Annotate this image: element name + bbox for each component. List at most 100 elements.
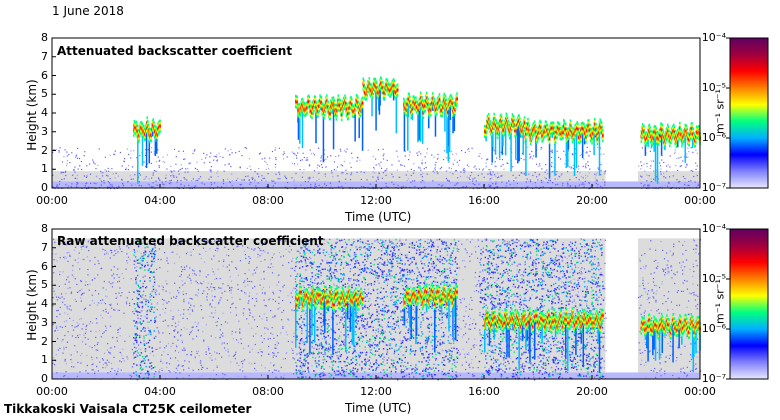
noise-pixel — [596, 179, 598, 181]
noise-pixel — [122, 184, 125, 187]
noise-pixel — [79, 334, 81, 336]
noise-pixel — [110, 283, 112, 285]
noise-pixel — [474, 165, 476, 167]
noise-pixel — [180, 183, 182, 185]
noise-pixel — [404, 155, 406, 157]
noise-pixel — [572, 184, 574, 187]
noise-pixel — [422, 172, 424, 174]
noise-pixel — [115, 297, 117, 300]
noise-pixel — [118, 185, 120, 187]
noise-pixel — [271, 272, 274, 274]
noise-pixel — [584, 180, 586, 182]
noise-pixel — [72, 174, 74, 176]
noise-pixel — [495, 366, 498, 368]
noise-pixel — [653, 292, 655, 294]
noise-pixel — [663, 295, 665, 297]
noise-pixel — [555, 173, 557, 176]
noise-pixel — [104, 156, 106, 158]
noise-pixel — [259, 284, 261, 286]
noise-pixel — [301, 332, 303, 334]
noise-pixel — [372, 155, 374, 157]
noise-pixel — [358, 357, 360, 359]
noise-pixel — [169, 180, 171, 182]
noise-pixel — [542, 186, 544, 188]
noise-pixel — [687, 313, 690, 316]
noise-pixel — [673, 152, 676, 155]
noise-pixel — [424, 282, 426, 284]
noise-pixel — [569, 185, 571, 187]
noise-pixel — [577, 279, 579, 281]
noise-pixel — [279, 178, 281, 180]
noise-pixel — [184, 171, 186, 173]
noise-pixel — [117, 329, 120, 331]
noise-pixel — [500, 165, 502, 167]
noise-pixel — [94, 289, 97, 292]
noise-pixel — [492, 356, 495, 358]
noise-pixel — [197, 245, 199, 247]
noise-pixel — [237, 288, 239, 290]
noise-pixel — [329, 337, 331, 339]
noise-pixel — [304, 180, 306, 183]
noise-pixel — [140, 252, 142, 254]
noise-pixel — [230, 240, 232, 242]
noise-pixel — [72, 329, 75, 331]
noise-pixel — [588, 172, 590, 174]
noise-pixel — [486, 343, 488, 345]
noise-pixel — [215, 321, 217, 324]
noise-pixel — [478, 155, 480, 157]
noise-pixel — [465, 310, 467, 312]
virga-streak — [375, 92, 377, 131]
noise-pixel — [665, 356, 667, 358]
noise-pixel — [272, 333, 274, 335]
noise-pixel — [401, 354, 404, 356]
noise-pixel — [276, 284, 278, 286]
noise-pixel — [218, 287, 220, 289]
noise-pixel — [181, 167, 183, 170]
noise-pixel — [577, 266, 579, 269]
noise-pixel — [433, 284, 435, 287]
noise-pixel — [320, 367, 322, 370]
noise-pixel — [282, 327, 284, 329]
noise-pixel — [153, 170, 156, 172]
noise-pixel — [161, 181, 163, 183]
noise-pixel — [235, 152, 237, 154]
noise-pixel — [116, 303, 119, 305]
noise-pixel — [140, 348, 142, 351]
noise-pixel — [264, 292, 266, 294]
noise-pixel — [640, 304, 642, 306]
noise-pixel — [544, 268, 546, 271]
noise-pixel — [298, 250, 300, 252]
cloud-pixel — [344, 102, 347, 105]
noise-pixel — [240, 187, 242, 190]
noise-pixel — [644, 321, 646, 323]
noise-pixel — [368, 374, 370, 376]
virga-streak — [322, 116, 325, 163]
noise-pixel — [531, 294, 533, 296]
noise-pixel — [128, 168, 130, 171]
noise-pixel — [604, 184, 606, 186]
noise-pixel — [335, 284, 337, 287]
noise-pixel — [512, 301, 514, 303]
noise-pixel — [338, 155, 340, 157]
noise-pixel — [107, 180, 109, 183]
noise-pixel — [216, 365, 218, 367]
noise-pixel — [272, 352, 274, 354]
noise-pixel — [335, 169, 337, 171]
noise-pixel — [133, 150, 135, 152]
noise-pixel — [287, 318, 289, 320]
noise-pixel — [455, 153, 457, 155]
noise-pixel — [180, 180, 182, 182]
noise-pixel — [251, 177, 253, 179]
noise-pixel — [472, 183, 474, 185]
noise-pixel — [64, 258, 66, 260]
noise-pixel — [376, 308, 378, 311]
noise-pixel — [391, 325, 393, 328]
noise-pixel — [84, 151, 86, 153]
noise-pixel — [305, 248, 307, 250]
noise-pixel — [169, 170, 171, 172]
noise-pixel — [199, 270, 201, 272]
noise-pixel — [312, 316, 314, 318]
noise-pixel — [349, 270, 351, 273]
noise-pixel — [475, 285, 477, 287]
noise-pixel — [292, 257, 294, 260]
